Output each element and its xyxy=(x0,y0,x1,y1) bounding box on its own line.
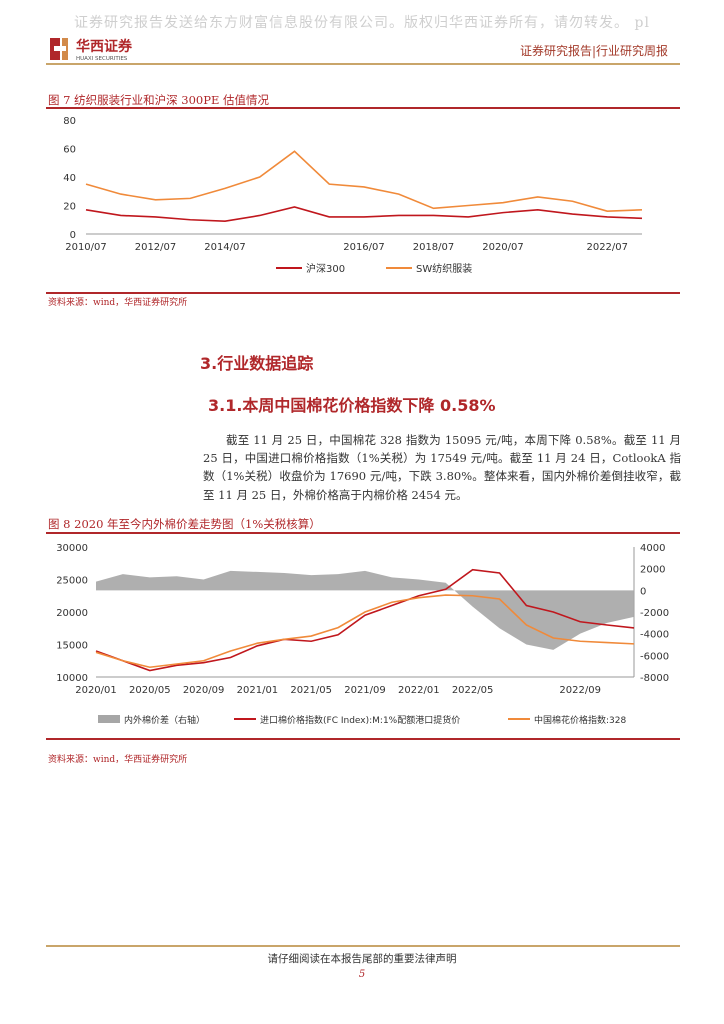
figure7-bottom-rule xyxy=(46,292,680,294)
y-tick-label: 20 xyxy=(63,202,76,213)
x-tick-label: 2021/09 xyxy=(344,685,386,696)
logo-cn: 华西证券 xyxy=(76,38,133,55)
section-subheading: 3.1.本周中国棉花价格指数下降 0.58% xyxy=(208,396,496,415)
y-tick-label: 20000 xyxy=(56,608,88,619)
y2-tick-label: -4000 xyxy=(640,630,669,641)
legend-label: 中国棉花价格指数:328 xyxy=(534,714,626,726)
x-tick-label: 2022/09 xyxy=(559,685,601,696)
legend-label: 内外棉价差（右轴） xyxy=(124,714,205,726)
footer-rule xyxy=(46,945,680,947)
figure8-source: 资料来源：wind，华西证券研究所 xyxy=(48,755,188,765)
legend-label: 沪深300 xyxy=(306,262,345,275)
watermark: 证券研究报告发送给东方财富信息股份有限公司。版权归华西证券所有，请勿转发。 pl xyxy=(74,15,650,31)
x-tick-label: 2021/01 xyxy=(237,685,279,696)
y2-tick-label: 2000 xyxy=(640,565,665,576)
huaxi-logo: 华西证券 HUAXI SECURITIES xyxy=(50,38,133,62)
y-tick-label: 15000 xyxy=(56,641,88,652)
footer-disclaimer: 请仔细阅读在本报告尾部的重要法律声明 xyxy=(267,953,457,965)
price-spread-area xyxy=(96,570,634,650)
figure7-chart: 0 20 40 60 80 2010/07 2012/07 2014/07 2016/07 201… xyxy=(63,116,643,275)
x-tick-label: 2022/01 xyxy=(398,685,440,696)
section-heading: 3.行业数据追踪 xyxy=(200,354,314,373)
y2-tick-label: -6000 xyxy=(640,651,669,662)
logo-en: HUAXI SECURITIES xyxy=(76,56,128,62)
x-tick-label: 2012/07 xyxy=(135,242,177,253)
header-rule xyxy=(46,63,680,65)
y2-tick-label: -8000 xyxy=(640,673,669,684)
x-tick-label: 2022/05 xyxy=(452,685,494,696)
series-line xyxy=(85,150,643,213)
y-tick-label: 40 xyxy=(63,173,76,184)
y-tick-label: 30000 xyxy=(56,543,88,554)
x-tick-label: 2020/09 xyxy=(183,685,225,696)
y-tick-label: 60 xyxy=(63,145,76,156)
x-tick-label: 2021/05 xyxy=(290,685,332,696)
figure7-source: 资料来源：wind，华西证券研究所 xyxy=(48,298,188,308)
y-tick-label: 25000 xyxy=(56,576,88,587)
x-tick-label: 2018/07 xyxy=(413,242,455,253)
series-line xyxy=(85,206,643,222)
x-tick-label: 2020/07 xyxy=(482,242,524,253)
y2-tick-label: 4000 xyxy=(640,543,665,554)
legend-swatch xyxy=(98,715,120,723)
x-tick-label: 2020/01 xyxy=(75,685,117,696)
figure8-chart: 1000015000200002500030000-8000-6000-4000… xyxy=(56,543,669,726)
y2-tick-label: 0 xyxy=(640,586,646,597)
figure8-title: 图 8 2020 年至今内外棉价差走势图（1%关税核算） xyxy=(48,517,321,531)
x-tick-label: 2020/05 xyxy=(129,685,171,696)
figure8-top-rule xyxy=(46,532,680,534)
section-paragraph: 截至 11 月 25 日，中国棉花 328 指数为 15095 元/吨，本周下降… xyxy=(203,433,681,502)
figure7-title: 图 7 纺织服装行业和沪深 300PE 估值情况 xyxy=(48,93,270,107)
report-type: 证券研究报告|行业研究周报 xyxy=(519,44,668,58)
page-number: 5 xyxy=(358,969,366,980)
x-tick-label: 2014/07 xyxy=(204,242,246,253)
series-line xyxy=(95,568,635,672)
y-tick-label: 0 xyxy=(70,230,76,241)
y2-tick-label: -2000 xyxy=(640,608,669,619)
y-tick-label: 10000 xyxy=(56,673,88,684)
x-tick-label: 2010/07 xyxy=(65,242,107,253)
series-line xyxy=(95,594,635,669)
y-tick-label: 80 xyxy=(63,116,76,127)
x-tick-label: 2022/07 xyxy=(586,242,628,253)
legend-label: SW纺织服装 xyxy=(416,262,472,275)
legend-label: 进口棉价格指数(FC Index):M:1%配额港口提货价 xyxy=(260,714,460,726)
x-tick-label: 2016/07 xyxy=(343,242,385,253)
figure7-top-rule xyxy=(46,107,680,109)
figure8-bottom-rule xyxy=(46,738,680,740)
